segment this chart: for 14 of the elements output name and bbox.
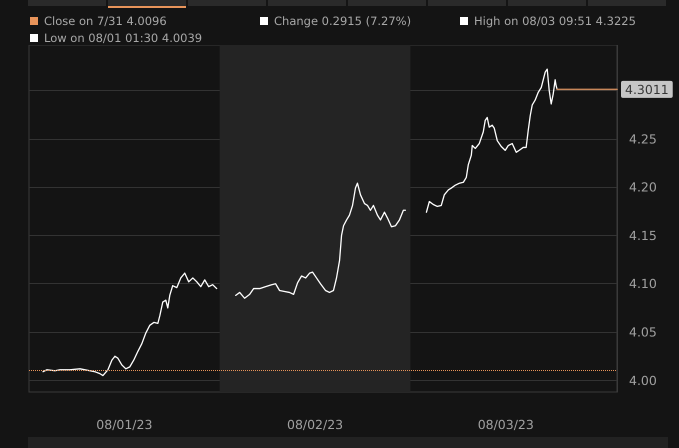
y-tick-label: 4.05 bbox=[629, 324, 657, 340]
text: High on 08/03 09:51 4.3225 bbox=[474, 14, 636, 28]
annotation: 4.3011 bbox=[625, 82, 669, 97]
y-tick-label: 4.10 bbox=[629, 276, 657, 292]
y-tick-label: 4.15 bbox=[629, 228, 657, 243]
text: Close on 7/31 4.0096 bbox=[44, 14, 167, 28]
x-tick-label: 08/03/23 bbox=[478, 417, 534, 432]
text: Low on 08/01 01:30 4.0039 bbox=[44, 31, 202, 45]
x-tick-label: 08/02/23 bbox=[286, 417, 344, 432]
y-tick-label: 4.20 bbox=[629, 180, 657, 195]
y-tick-label: 4.00 bbox=[629, 372, 657, 388]
text: Change 0.2915 (7.27%) bbox=[274, 14, 412, 28]
x-tick-label: 08/01/23 bbox=[96, 417, 152, 432]
y-tick-label: 4.25 bbox=[629, 131, 657, 146]
